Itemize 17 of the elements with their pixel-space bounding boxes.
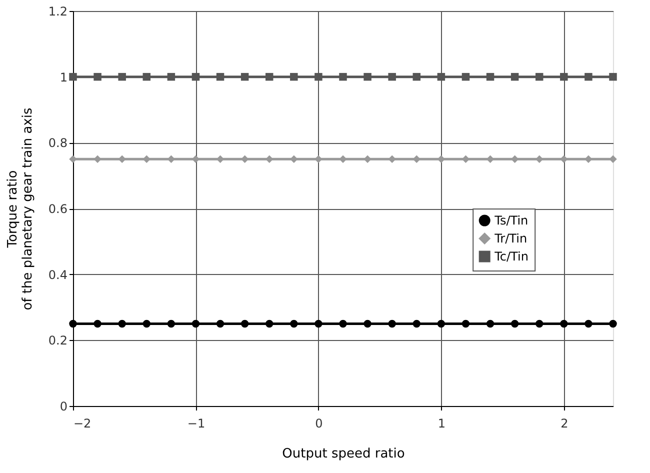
y-tick-label: 1.2 <box>48 4 68 18</box>
legend-label: Tc/Tin <box>494 250 528 264</box>
legend-label: Tr/Tin <box>494 232 528 246</box>
y-tick-label: 0.4 <box>48 268 68 282</box>
y-axis-title: Torque ratio of the planetary gear train axis <box>5 107 36 310</box>
x-tick-label: 2 <box>560 416 568 430</box>
x-tick-label: −2 <box>74 416 92 430</box>
x-tick-label: −1 <box>187 416 206 430</box>
x-axis-title: Output speed ratio <box>282 446 405 462</box>
y-tick-label: 0.6 <box>48 202 68 216</box>
legend-label: Ts/Tin <box>494 214 528 228</box>
x-tick-label: 1 <box>438 416 446 430</box>
y-tick-label: 1 <box>60 70 68 84</box>
y-tick-label: 0 <box>60 400 68 414</box>
x-tick-label: 0 <box>315 416 323 430</box>
y-tick-label: 0.8 <box>48 136 68 150</box>
y-tick-label: 0.2 <box>48 334 68 348</box>
